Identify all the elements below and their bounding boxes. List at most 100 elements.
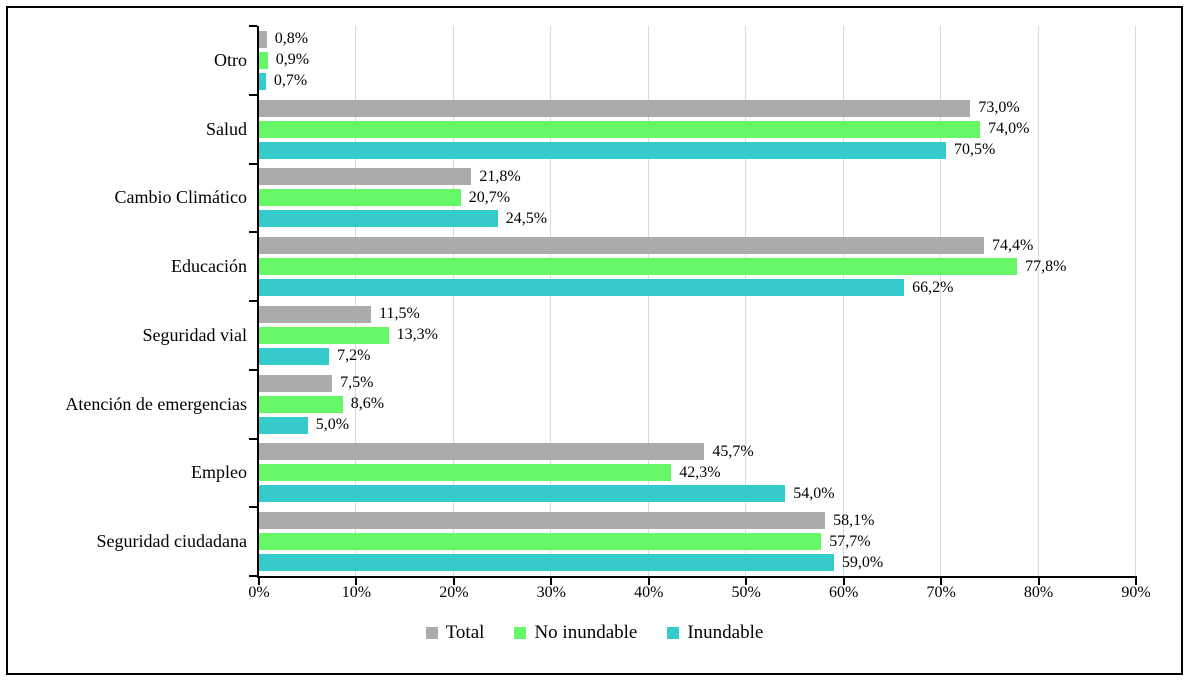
value-label: 0,8% <box>274 30 309 48</box>
bar <box>259 395 343 413</box>
value-label: 59,0% <box>841 553 884 571</box>
bar <box>259 279 905 297</box>
category-label: Seguridad vial <box>142 324 247 345</box>
bar <box>259 258 1018 276</box>
category-axis: Otro Salud Cambio Climático Educación Seguri… <box>8 26 259 576</box>
plot-wrap: Otro Salud Cambio Climático Educación Seguri… <box>8 25 1181 585</box>
bar <box>259 512 826 530</box>
bar <box>259 141 946 159</box>
bar-row: 13,3% <box>259 326 1136 344</box>
bar-group: 7,5% 8,6% 5,0% <box>259 370 1136 439</box>
y-axis-line <box>257 26 259 578</box>
bar <box>259 485 786 503</box>
bar-group: 21,8% 20,7% 24,5% <box>259 164 1136 233</box>
bar-row: 0,9% <box>259 51 1136 69</box>
gridline <box>1135 26 1136 576</box>
value-label: 7,5% <box>340 374 374 392</box>
x-tick-label: 20% <box>439 584 469 601</box>
value-label: 0,7% <box>273 72 308 90</box>
x-axis-tick <box>842 576 845 585</box>
bar-row: 0,8% <box>259 30 1136 48</box>
legend-swatch <box>667 627 680 639</box>
legend-swatch <box>425 627 438 639</box>
legend-label: No inundable <box>534 622 638 643</box>
bar-groups: 0,8% 0,9% 0,7% 73,0% 74,0% 70,5% 21,8% 20,7% 24,… <box>259 26 1136 576</box>
x-axis-tick <box>355 576 358 585</box>
x-axis-tick <box>940 576 943 585</box>
value-label: 0,9% <box>275 51 310 69</box>
value-label: 13,3% <box>396 326 438 344</box>
bar-row: 66,2% <box>259 278 1136 297</box>
bar-row: 74,0% <box>259 120 1136 138</box>
category-label: Otro <box>214 49 247 70</box>
chart-frame: Otro Salud Cambio Climático Educación Seguri… <box>6 6 1183 675</box>
value-label: 21,8% <box>479 167 521 185</box>
gridline <box>842 26 844 576</box>
value-label: 77,8% <box>1025 257 1067 275</box>
bar-row: 7,2% <box>259 347 1136 365</box>
bar <box>259 443 705 461</box>
category-label: Educación <box>171 256 247 277</box>
value-label: 45,7% <box>712 442 754 460</box>
x-axis-tick <box>647 576 650 585</box>
x-tick-label: 10% <box>341 584 372 601</box>
bar-group: 74,4% 77,8% 66,2% <box>259 232 1136 301</box>
value-label: 7,2% <box>337 347 371 365</box>
bar <box>259 210 498 228</box>
plot-area: 0,8% 0,9% 0,7% 73,0% 74,0% 70,5% 21,8% 20,7% 24,… <box>249 25 1137 585</box>
category-label: Seguridad ciudadana <box>96 531 247 552</box>
bar-group: 73,0% 74,0% 70,5% <box>259 95 1136 164</box>
bar <box>259 347 330 365</box>
bar-group: 58,1% 57,7% 59,0% <box>259 507 1136 576</box>
x-tick-label: 40% <box>634 584 664 601</box>
y-axis-tick <box>249 575 257 577</box>
x-axis-tick <box>745 576 748 585</box>
value-label: 8,6% <box>350 395 385 413</box>
bar <box>259 533 822 551</box>
bar-row: 70,5% <box>259 141 1136 159</box>
x-tick-label: 80% <box>1023 584 1054 601</box>
gridline <box>940 26 942 576</box>
x-axis-tick <box>1037 576 1040 585</box>
bar <box>259 416 308 434</box>
bar <box>259 72 266 90</box>
bar <box>259 30 267 48</box>
bar-row: 20,7% <box>259 189 1136 207</box>
x-tick-label: 70% <box>926 584 956 601</box>
bar <box>259 305 372 323</box>
x-tick-label: 60% <box>828 584 859 601</box>
value-label: 24,5% <box>505 209 548 227</box>
x-axis-labels: 0% 10% 20% 30% 40% 50% 60% 70% 80% 90% <box>248 576 1150 604</box>
gridline <box>647 26 649 576</box>
bar-row: 7,5% <box>259 374 1136 392</box>
bar-row: 74,4% <box>259 236 1136 255</box>
bar-row: 73,0% <box>259 99 1136 117</box>
value-label: 66,2% <box>912 278 954 296</box>
y-axis-tick <box>249 506 257 509</box>
bar <box>259 51 268 69</box>
category-label: Cambio Climático <box>114 187 248 208</box>
x-axis-tick <box>452 576 455 585</box>
category-label: Empleo <box>191 462 247 483</box>
bar-row: 21,8% <box>259 167 1136 186</box>
bar <box>259 464 672 482</box>
bar-row: 77,8% <box>259 257 1136 276</box>
bar-row: 45,7% <box>259 442 1136 461</box>
bar-row: 59,0% <box>259 553 1136 572</box>
gridline <box>355 26 357 576</box>
bar-group: 45,7% 42,3% 54,0% <box>259 439 1136 508</box>
bar-row: 58,1% <box>259 512 1136 530</box>
bar-row: 54,0% <box>259 485 1136 503</box>
gridline <box>745 26 747 576</box>
category-label: Atención de emergencias <box>65 393 247 414</box>
y-axis-tick <box>249 93 257 96</box>
value-label: 74,4% <box>991 236 1034 254</box>
x-tick-label: 0% <box>248 584 270 601</box>
legend-label: Total <box>445 622 485 643</box>
gridline <box>550 26 552 576</box>
bar <box>259 120 981 138</box>
legend-label: Inundable <box>687 622 764 643</box>
x-tick-label: 30% <box>536 584 566 601</box>
bar <box>259 99 971 117</box>
